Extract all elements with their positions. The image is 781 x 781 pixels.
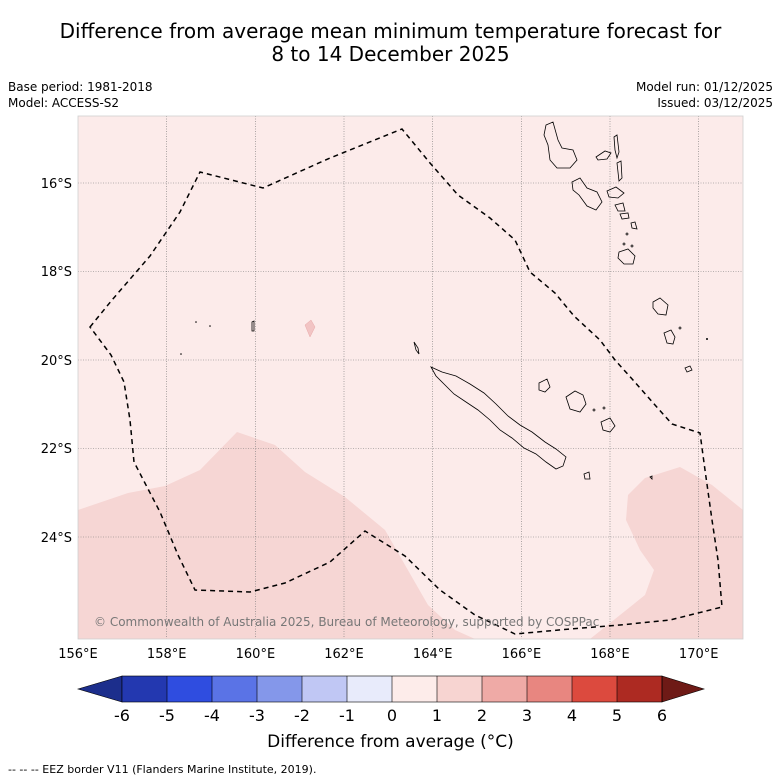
chesterfield-islet: [251, 320, 255, 332]
pentecost: [616, 160, 623, 182]
colorbar-low-extend: [76, 675, 123, 703]
colorbar-tick: 0: [387, 706, 397, 725]
espiritu-santo: [543, 121, 578, 169]
lat-label: 22°S: [41, 442, 72, 457]
colorbar-ticks: -6 -5 -4 -3 -2 -1 0 1 2 3 4 5 6: [114, 706, 667, 725]
colorbar-tick: 6: [657, 706, 667, 725]
lon-label: 162°E: [324, 647, 364, 662]
colorbar-swatch: [347, 676, 392, 702]
lat-gridlines: [78, 182, 743, 538]
colorbar-swatch: [302, 676, 347, 702]
colorbar-swatch: [527, 676, 572, 702]
colorbar-tick: -1: [339, 706, 355, 725]
epi: [614, 202, 626, 212]
ambae: [595, 150, 612, 161]
islet: [180, 353, 182, 355]
eez-footnote: -- -- -- EEZ border V11 (Flanders Marine…: [8, 763, 317, 776]
lon-labels: 156°E 158°E 160°E 162°E 164°E 166°E 168°…: [58, 647, 718, 662]
loyalty-islands-mare: [600, 417, 616, 433]
lon-label: 164°E: [413, 647, 453, 662]
colorbar-swatch: [617, 676, 662, 702]
issued-date: Issued: 03/12/2025: [657, 96, 773, 110]
colorbar-tick: 1: [432, 706, 442, 725]
colorbar-title: Difference from average (°C): [267, 732, 514, 752]
anomaly-speck: [304, 319, 316, 338]
colorbar-swatch: [437, 676, 482, 702]
lon-label: 156°E: [58, 647, 98, 662]
islet: [592, 408, 596, 412]
colorbar-tick: 4: [567, 706, 577, 725]
anomaly-region-southeast: [590, 467, 743, 639]
ambrym: [606, 186, 625, 199]
lon-label: 158°E: [147, 647, 187, 662]
islet: [678, 326, 682, 330]
efate: [617, 248, 636, 265]
colorbar-swatch: [257, 676, 302, 702]
colorbar-tick: -4: [204, 706, 220, 725]
colorbar-swatch: [167, 676, 212, 702]
new-caledonia-coast: [430, 366, 567, 470]
colorbar-swatch: [122, 676, 167, 702]
tanna: [663, 329, 676, 345]
islet: [602, 406, 606, 410]
lon-label: 160°E: [236, 647, 276, 662]
lat-label: 20°S: [41, 354, 72, 369]
colorbar-tick: 3: [522, 706, 532, 725]
map-title: Difference from average mean minimum tem…: [0, 20, 781, 66]
colorbar-swatch: [572, 676, 617, 702]
islet: [706, 338, 708, 340]
colorbar: [76, 675, 706, 703]
loyalty-islands-lifou: [565, 390, 587, 413]
meta-right: Model run: 01/12/2025 Issued: 03/12/2025: [636, 79, 773, 111]
lat-label: 24°S: [41, 531, 72, 546]
colorbar-tick: -2: [294, 706, 310, 725]
east-islet: [649, 475, 653, 480]
colorbar-swatch: [482, 676, 527, 702]
maewo: [613, 134, 620, 160]
colorbar-tick: 5: [612, 706, 622, 725]
islet: [209, 325, 211, 327]
islet: [622, 242, 626, 246]
model-name: Model: ACCESS-S2: [8, 96, 120, 110]
small-island: [630, 221, 638, 230]
islet: [630, 244, 634, 248]
lon-label: 168°E: [590, 647, 630, 662]
lon-gridlines: [166, 116, 700, 639]
colorbar-tick: -5: [159, 706, 175, 725]
title-line-1: Difference from average mean minimum tem…: [59, 19, 722, 43]
islet: [195, 321, 197, 323]
isle-of-pines: [583, 471, 591, 480]
colorbar-swatch: [212, 676, 257, 702]
colorbar-high-extend: [661, 675, 706, 703]
colorbar-tick: -3: [249, 706, 265, 725]
eez-border: [89, 128, 723, 635]
small-island: [619, 212, 630, 220]
title-line-2: 8 to 14 December 2025: [271, 42, 510, 66]
malekula: [571, 177, 603, 211]
lat-label: 16°S: [41, 177, 72, 192]
anomaly-region-southwest: [78, 432, 475, 639]
belep-islands: [413, 341, 420, 355]
copyright-notice: © Commonwealth of Australia 2025, Bureau…: [94, 615, 599, 629]
colorbar-tick: -6: [114, 706, 130, 725]
lat-labels: 16°S 18°S 20°S 22°S 24°S: [41, 177, 72, 546]
base-period: Base period: 1981-2018: [8, 80, 153, 94]
erromango: [652, 297, 669, 316]
colorbar-tick: 2: [477, 706, 487, 725]
model-run: Model run: 01/12/2025: [635, 80, 773, 94]
islet: [625, 232, 629, 236]
colorbar-swatch: [392, 676, 437, 702]
lon-label: 170°E: [679, 647, 719, 662]
lon-label: 166°E: [502, 647, 542, 662]
meta-left: Base period: 1981-2018 Model: ACCESS-S2: [8, 79, 153, 111]
lat-label: 18°S: [41, 265, 72, 280]
loyalty-islands-ouvea: [538, 378, 551, 393]
map-frame: [77, 115, 744, 640]
aneityum: [684, 365, 693, 373]
